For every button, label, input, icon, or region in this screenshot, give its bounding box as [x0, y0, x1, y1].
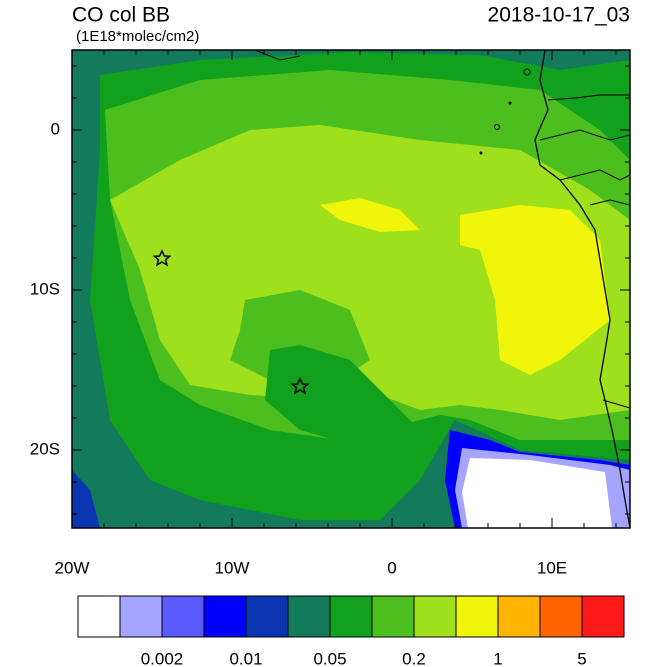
lon-label: 20W: [55, 558, 90, 577]
lon-label: 10E: [537, 558, 567, 577]
units: (1E18*molec/cm2): [76, 28, 199, 45]
colorbar-label: 0.2: [402, 649, 426, 667]
colorbar-label: 1: [493, 649, 502, 667]
colorbar-box: [581, 595, 625, 638]
colorbar-label: 0.05: [313, 649, 346, 667]
lon-label: 0: [387, 558, 396, 577]
lat-label: 20S: [30, 439, 60, 458]
lon-label: 10W: [215, 558, 250, 577]
map-frame: [71, 49, 631, 529]
colorbar-box: [77, 595, 121, 638]
colorbar-label: 5: [577, 649, 586, 667]
colorbar-box: [497, 595, 541, 638]
colorbar: 0.002 0.01 0.05 0.2 1 5: [77, 595, 625, 667]
timestamp: 2018-10-17_03: [488, 4, 630, 27]
colorbar-box: [203, 595, 247, 638]
colorbar-label: 0.01: [229, 649, 262, 667]
colorbar-box: [245, 595, 289, 638]
colorbar-box: [413, 595, 457, 638]
colorbar-box: [329, 595, 373, 638]
colorbar-label: 0.002: [141, 649, 184, 667]
colorbar-box: [119, 595, 163, 638]
lat-label: 0: [51, 119, 60, 138]
frame-ticks: [71, 50, 630, 528]
colorbar-box: [371, 595, 415, 638]
colorbar-box: [539, 595, 583, 638]
title: CO col BB: [72, 4, 170, 27]
map-field: [72, 50, 630, 528]
lat-label: 10S: [30, 279, 60, 298]
colorbar-box: [161, 595, 205, 638]
colorbar-box: [287, 595, 331, 638]
colorbar-box: [455, 595, 499, 638]
